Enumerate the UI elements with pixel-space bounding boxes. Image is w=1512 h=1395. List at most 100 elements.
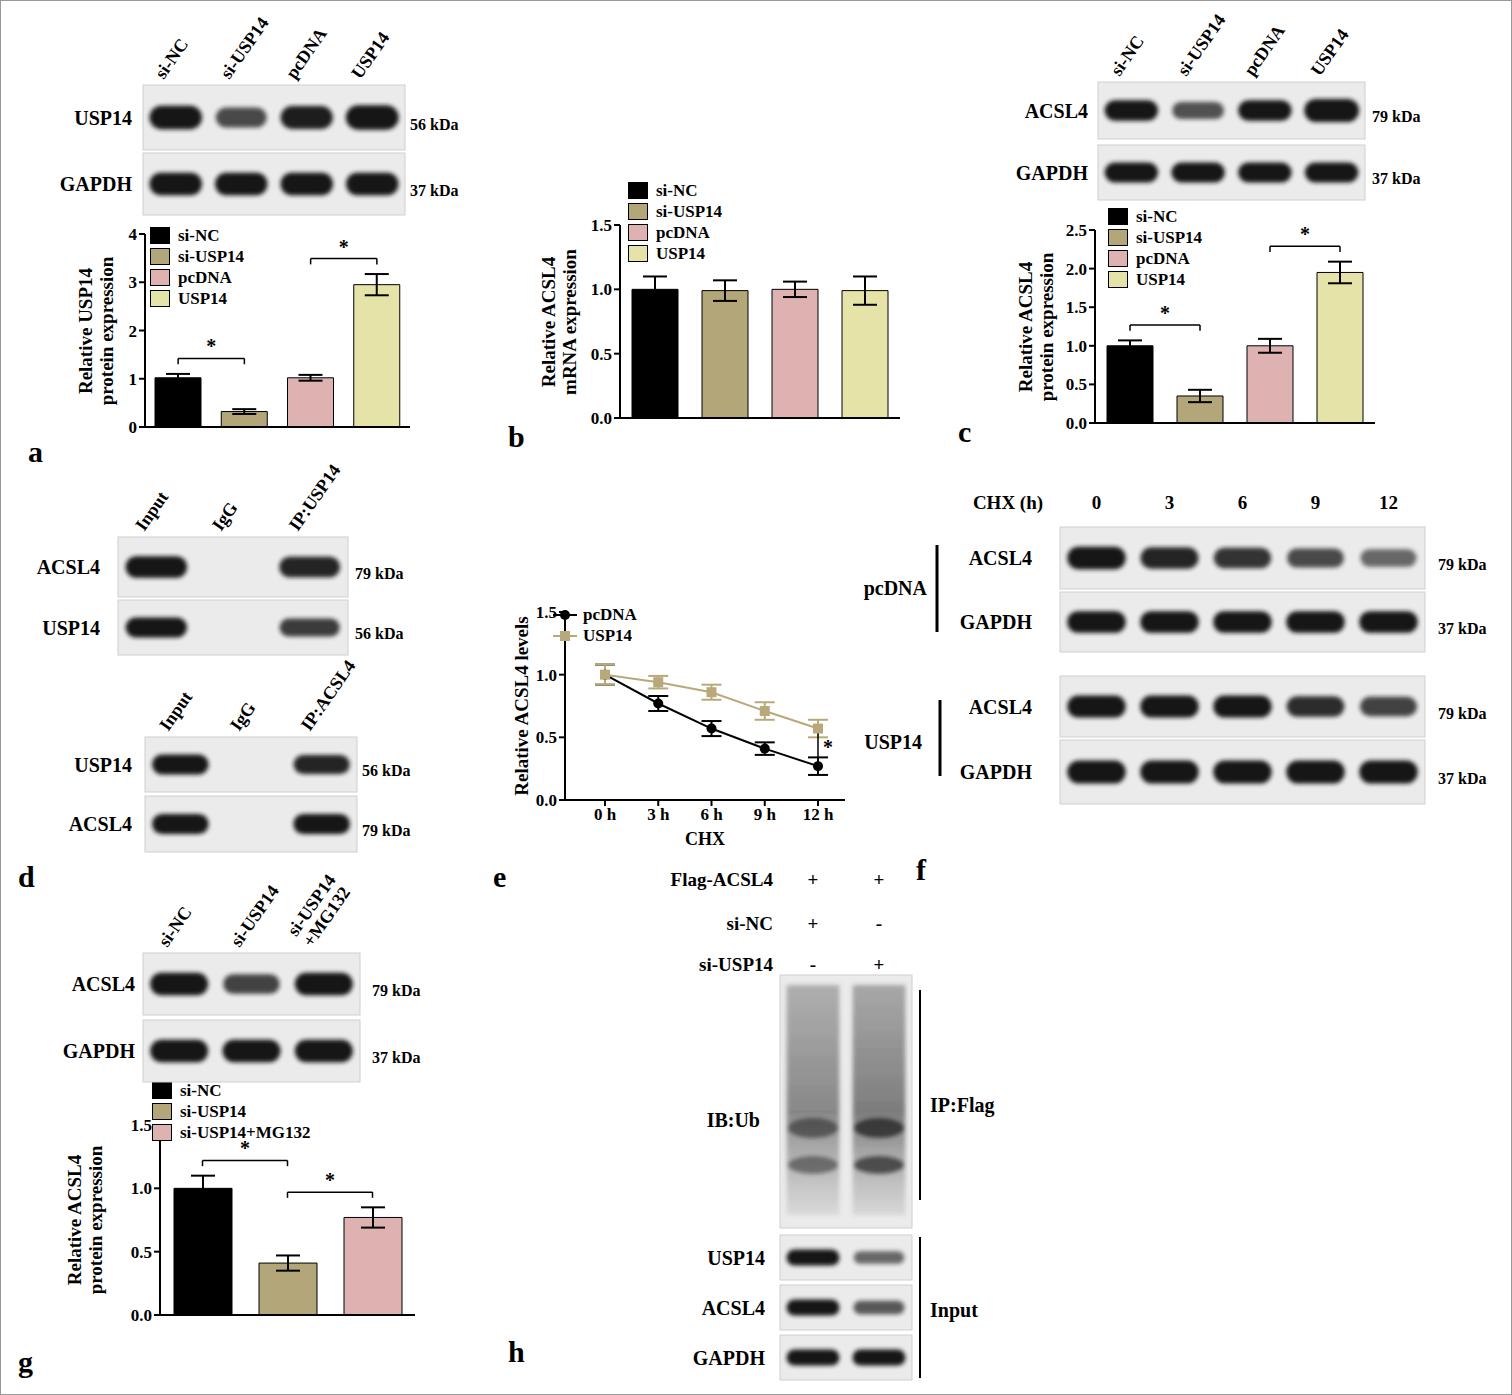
svg-text:si-USP14: si-USP14 xyxy=(216,13,273,82)
svg-text:+: + xyxy=(808,869,819,890)
svg-text:1.5: 1.5 xyxy=(131,1116,152,1135)
svg-text:GAPDH: GAPDH xyxy=(1016,162,1089,184)
svg-text:-: - xyxy=(810,954,816,975)
svg-text:Input: Input xyxy=(930,1299,978,1322)
svg-text:IP:USP14: IP:USP14 xyxy=(285,461,345,535)
svg-text:0.5: 0.5 xyxy=(131,1243,152,1262)
svg-text:1.0: 1.0 xyxy=(536,666,557,685)
svg-text:2.0: 2.0 xyxy=(1066,260,1087,279)
svg-text:*: * xyxy=(823,736,833,758)
svg-text:CHX: CHX xyxy=(685,829,725,845)
svg-text:a: a xyxy=(28,435,43,468)
svg-text:g: g xyxy=(18,1345,33,1378)
svg-text:USP14: USP14 xyxy=(864,731,922,753)
svg-text:0.0: 0.0 xyxy=(131,1306,152,1325)
svg-text:37 kDa: 37 kDa xyxy=(1372,170,1420,187)
svg-text:0.0: 0.0 xyxy=(591,409,612,428)
svg-text:12 h: 12 h xyxy=(803,805,834,824)
svg-text:56 kDa: 56 kDa xyxy=(410,116,458,133)
svg-text:37 kDa: 37 kDa xyxy=(1438,770,1486,787)
svg-text:79 kDa: 79 kDa xyxy=(362,822,410,839)
svg-text:*: * xyxy=(339,236,349,258)
svg-text:*: * xyxy=(206,335,216,357)
svg-text:9: 9 xyxy=(1311,492,1321,513)
svg-text:Flag-ACSL4: Flag-ACSL4 xyxy=(671,869,774,890)
svg-text:si-USP14: si-USP14 xyxy=(699,954,773,975)
svg-text:0.0: 0.0 xyxy=(1066,414,1087,433)
svg-text:3: 3 xyxy=(1165,492,1175,513)
svg-text:IB:Ub: IB:Ub xyxy=(707,1109,760,1131)
svg-text:79 kDa: 79 kDa xyxy=(1372,108,1420,125)
svg-text:c: c xyxy=(958,415,971,448)
svg-text:ACSL4: ACSL4 xyxy=(72,973,135,995)
svg-text:1.0: 1.0 xyxy=(591,280,612,299)
svg-text:IP:ACSL4: IP:ACSL4 xyxy=(297,656,360,734)
svg-text:0 h: 0 h xyxy=(594,805,617,824)
svg-text:ACSL4: ACSL4 xyxy=(1025,100,1088,122)
svg-text:si-USP14+MG132: si-USP14+MG132 xyxy=(283,871,355,951)
svg-text:si-NC: si-NC xyxy=(151,35,193,83)
svg-text:IP:Flag: IP:Flag xyxy=(930,1094,994,1117)
svg-text:si-USP14: si-USP14 xyxy=(1173,10,1230,79)
svg-text:37 kDa: 37 kDa xyxy=(410,182,458,199)
svg-text:Input: Input xyxy=(155,688,196,735)
svg-text:37 kDa: 37 kDa xyxy=(372,1049,420,1066)
svg-text:b: b xyxy=(508,420,525,453)
svg-text:2: 2 xyxy=(129,322,138,341)
svg-text:79 kDa: 79 kDa xyxy=(355,565,403,582)
svg-text:1.5: 1.5 xyxy=(591,216,612,235)
svg-text:GAPDH: GAPDH xyxy=(960,761,1033,783)
svg-text:4: 4 xyxy=(129,225,138,244)
svg-text:pcDNA: pcDNA xyxy=(1240,21,1289,79)
svg-text:3: 3 xyxy=(129,273,138,292)
svg-text:GAPDH: GAPDH xyxy=(63,1040,136,1062)
svg-text:GAPDH: GAPDH xyxy=(960,611,1033,633)
svg-text:6: 6 xyxy=(1238,492,1248,513)
svg-text:-: - xyxy=(876,913,882,934)
svg-text:h: h xyxy=(508,1335,525,1368)
svg-text:d: d xyxy=(18,860,35,893)
svg-text:si-NC: si-NC xyxy=(154,903,196,951)
svg-text:3 h: 3 h xyxy=(647,805,670,824)
svg-text:USP14: USP14 xyxy=(74,107,132,129)
svg-text:+: + xyxy=(874,954,885,975)
svg-text:0.5: 0.5 xyxy=(591,345,612,364)
svg-text:GAPDH: GAPDH xyxy=(693,1347,766,1369)
svg-text:79 kDa: 79 kDa xyxy=(1438,556,1486,573)
svg-text:56 kDa: 56 kDa xyxy=(355,625,403,642)
svg-text:CHX (h): CHX (h) xyxy=(973,492,1043,514)
svg-text:ACSL4: ACSL4 xyxy=(969,696,1032,718)
svg-text:IgG: IgG xyxy=(208,498,242,534)
svg-text:37 kDa: 37 kDa xyxy=(1438,620,1486,637)
svg-text:1.0: 1.0 xyxy=(1066,337,1087,356)
svg-text:si-NC: si-NC xyxy=(1106,32,1148,80)
svg-text:1: 1 xyxy=(129,370,138,389)
svg-text:12: 12 xyxy=(1379,492,1398,513)
svg-text:*: * xyxy=(1160,302,1170,324)
svg-text:si-NC: si-NC xyxy=(727,913,773,934)
svg-text:*: * xyxy=(1300,223,1310,245)
svg-text:ACSL4: ACSL4 xyxy=(37,556,100,578)
svg-text:6 h: 6 h xyxy=(700,805,723,824)
svg-text:79 kDa: 79 kDa xyxy=(372,982,420,999)
svg-text:1.5: 1.5 xyxy=(536,603,557,622)
svg-text:USP14: USP14 xyxy=(707,1247,765,1269)
svg-text:+: + xyxy=(874,869,885,890)
svg-text:0: 0 xyxy=(1092,492,1102,513)
svg-text:pcDNA: pcDNA xyxy=(282,24,331,82)
svg-text:ACSL4: ACSL4 xyxy=(969,547,1032,569)
svg-text:1.5: 1.5 xyxy=(1066,298,1087,317)
svg-text:e: e xyxy=(493,860,506,893)
svg-text:79 kDa: 79 kDa xyxy=(1438,705,1486,722)
svg-text:56 kDa: 56 kDa xyxy=(362,762,410,779)
svg-text:0.0: 0.0 xyxy=(536,791,557,810)
svg-text:+: + xyxy=(808,913,819,934)
svg-text:0.5: 0.5 xyxy=(1066,375,1087,394)
svg-text:pcDNA: pcDNA xyxy=(864,577,928,600)
svg-text:0.5: 0.5 xyxy=(536,728,557,747)
svg-text:si-USP14: si-USP14 xyxy=(226,881,283,950)
svg-text:9 h: 9 h xyxy=(754,805,777,824)
svg-text:*: * xyxy=(325,1169,335,1191)
svg-text:USP14: USP14 xyxy=(347,28,393,82)
svg-text:f: f xyxy=(916,853,927,886)
